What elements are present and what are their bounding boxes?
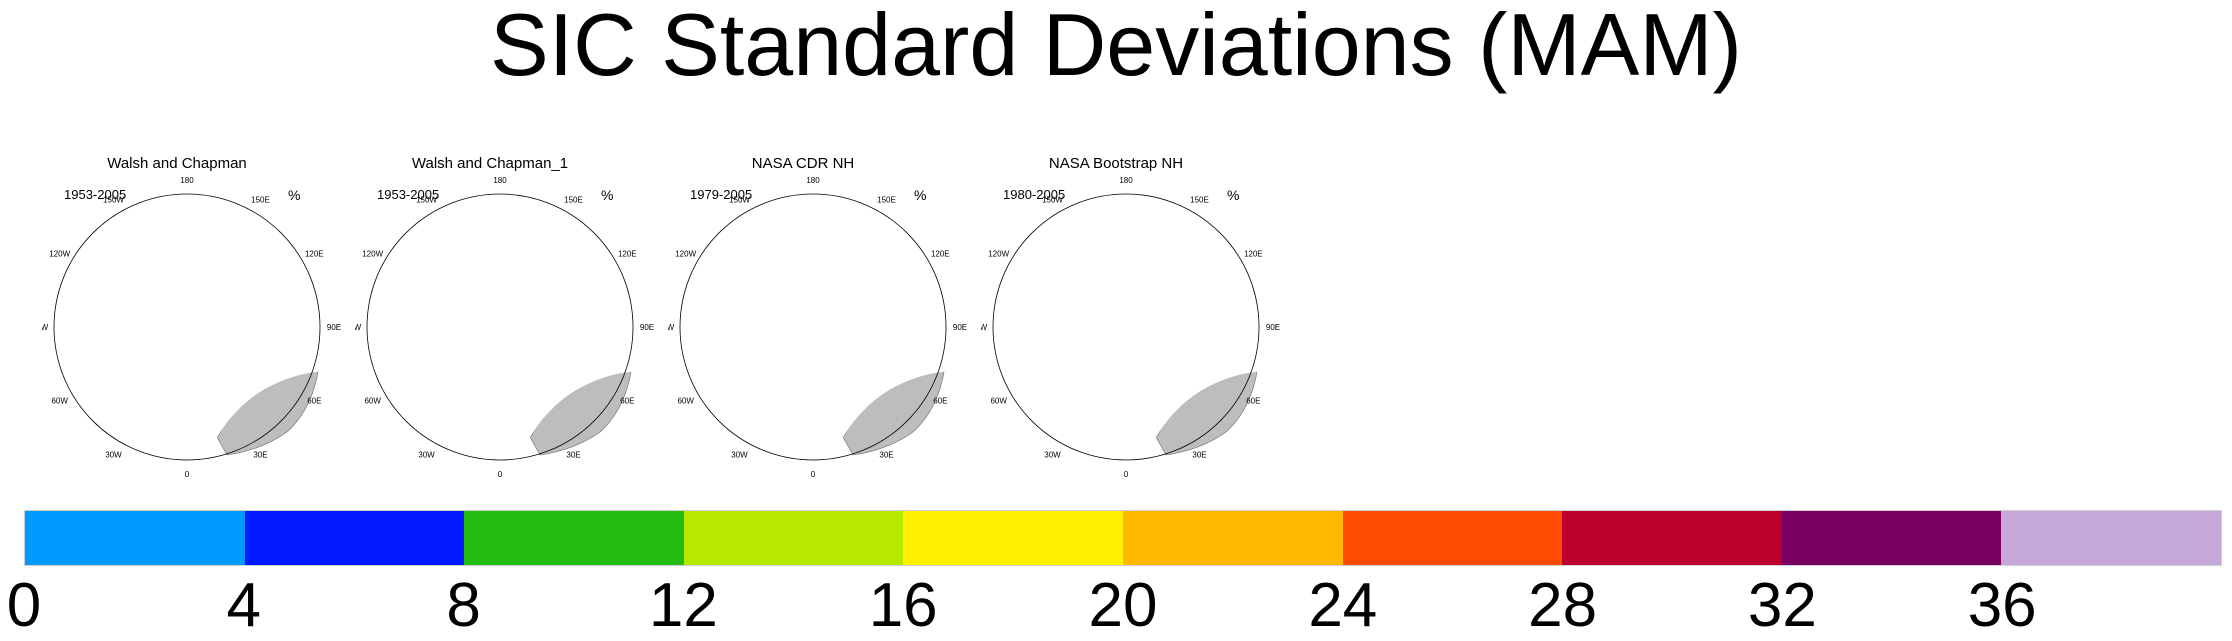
colorbar-tick-label: 28 <box>1528 571 1598 640</box>
longitude-label: 120E <box>618 250 637 259</box>
longitude-label: 30E <box>879 450 893 459</box>
panel-years: 1980-2005 <box>1003 187 1066 202</box>
panel-years: 1953-2005 <box>377 187 440 202</box>
figure-title: SIC Standard Deviations (MAM) <box>490 0 1742 94</box>
map-boundary <box>53 193 321 461</box>
longitude-label: 0 <box>1124 470 1129 479</box>
longitude-label: 30E <box>566 450 580 459</box>
colorbar-box <box>1122 511 1343 565</box>
longitude-label: 180 <box>493 176 507 185</box>
longitude-label: 120W <box>988 250 1009 259</box>
longitude-label: 90E <box>1266 323 1280 332</box>
longitude-label: 120E <box>931 250 950 259</box>
longitude-label: 180 <box>806 176 820 185</box>
longitude-label: 0 <box>498 470 503 479</box>
panel-title: Walsh and Chapman_1 <box>411 155 569 172</box>
longitude-label: 150E <box>1190 196 1209 205</box>
colorbar-box <box>2001 511 2221 565</box>
longitude-label: 90E <box>640 323 654 332</box>
panel-title: NASA CDR NH <box>751 155 855 172</box>
colorbar-box <box>244 511 465 565</box>
longitude-label: 90W <box>981 323 988 332</box>
colorbar-box <box>903 511 1123 565</box>
colorbar-tick-label: 36 <box>1967 571 2037 640</box>
colorbar-box <box>464 511 684 565</box>
map-panel-nasa-bootstrap-nh: NASA Bootstrap NH 1980-2005 % 180 150E 120… <box>981 150 1281 480</box>
colorbar-box <box>1562 511 1782 565</box>
longitude-label: 60E <box>1246 397 1260 406</box>
colorbar <box>24 510 2222 566</box>
polar-stereographic-map: 180 150E 120E 90E 60E 30E 0 30W 60W 90W 120W 150W <box>981 176 1280 479</box>
colorbar-box <box>1781 511 2002 565</box>
longitude-label: 120E <box>1244 250 1263 259</box>
polar-stereographic-map: 180 150E 120E 90E 60E 30E 0 30W 60W 90W 120W 150W <box>42 176 341 479</box>
map-panel-nasa-cdr-nh: NASA CDR NH 1979-2005 % 180 150E 120E 90E 60… <box>668 150 968 480</box>
colorbar-tick-label: 16 <box>868 571 938 640</box>
longitude-label: 60W <box>51 397 68 406</box>
longitude-label: 180 <box>1119 176 1133 185</box>
longitude-label: 150W <box>729 196 750 205</box>
colorbar-tick-label: 20 <box>1088 571 1158 640</box>
longitude-label: 30E <box>253 450 267 459</box>
colorbar-box <box>1342 511 1563 565</box>
polar-stereographic-map: 180 150E 120E 90E 60E 30E 0 30W 60W 90W 120W 150W <box>355 176 654 479</box>
polar-stereographic-map: 180 150E 120E 90E 60E 30E 0 30W 60W 90W 120W 150W <box>668 176 967 479</box>
longitude-label: 150E <box>251 196 270 205</box>
longitude-label: 150E <box>564 196 583 205</box>
panel-units: % <box>288 187 301 203</box>
panel-title: Walsh and Chapman <box>107 155 247 172</box>
longitude-label: 30W <box>105 450 122 459</box>
longitude-label: 30W <box>418 450 435 459</box>
longitude-label: 90W <box>42 323 49 332</box>
map-boundary <box>366 193 634 461</box>
longitude-label: 60W <box>364 397 381 406</box>
longitude-label: 60E <box>620 397 634 406</box>
panel-years: 1953-2005 <box>64 187 127 202</box>
colorbar-tick-label: 8 <box>446 571 481 640</box>
colorbar-box <box>683 511 904 565</box>
longitude-label: 90E <box>953 323 967 332</box>
longitude-label: 90W <box>355 323 362 332</box>
colorbar-box <box>25 511 245 565</box>
longitude-label: 30W <box>731 450 748 459</box>
colorbar-tick-label: 24 <box>1308 571 1378 640</box>
longitude-label: 30E <box>1192 450 1206 459</box>
longitude-label: 90E <box>327 323 341 332</box>
longitude-label: 150W <box>103 196 124 205</box>
map-boundary <box>992 193 1260 461</box>
longitude-label: 60E <box>307 397 321 406</box>
colorbar-tick-label: 0 <box>6 571 42 640</box>
longitude-label: 0 <box>811 470 816 479</box>
map-panel-walsh-chapman-1: Walsh and Chapman_1 1953-2005 % 180 150E 1… <box>355 150 655 480</box>
panel-title: NASA Bootstrap NH <box>1048 155 1184 172</box>
colorbar-tick-label: 12 <box>648 571 718 640</box>
longitude-label: 150W <box>1042 196 1063 205</box>
longitude-label: 30W <box>1044 450 1061 459</box>
longitude-label: 60W <box>677 397 694 406</box>
longitude-label: 90W <box>668 323 675 332</box>
colorbar-tick-label: 4 <box>226 571 262 640</box>
longitude-label: 60W <box>990 397 1007 406</box>
longitude-label: 120E <box>305 250 324 259</box>
longitude-label: 120W <box>49 250 70 259</box>
longitude-label: 0 <box>185 470 190 479</box>
longitude-label: 180 <box>180 176 194 185</box>
colorbar-tick-label: 32 <box>1747 571 1817 640</box>
panel-units: % <box>914 187 927 203</box>
map-boundary <box>679 193 947 461</box>
map-panel-walsh-chapman: Walsh and Chapman 1953-2005 % 180 150E 120… <box>42 150 342 480</box>
longitude-label: 60E <box>933 397 947 406</box>
longitude-label: 150W <box>416 196 437 205</box>
panel-years: 1979-2005 <box>690 187 753 202</box>
longitude-label: 120W <box>675 250 696 259</box>
longitude-label: 150E <box>877 196 896 205</box>
panel-units: % <box>1227 187 1240 203</box>
longitude-label: 120W <box>362 250 383 259</box>
panel-units: % <box>601 187 614 203</box>
